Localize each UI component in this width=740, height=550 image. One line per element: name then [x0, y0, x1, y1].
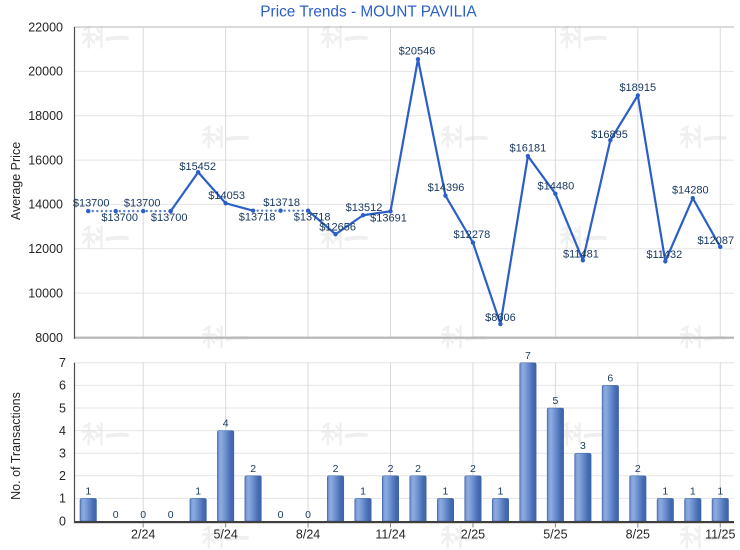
svg-text:1: 1 — [498, 485, 504, 497]
svg-text:$8606: $8606 — [485, 312, 516, 324]
svg-text:1: 1 — [85, 485, 91, 497]
svg-text:11/24: 11/24 — [375, 528, 405, 542]
svg-text:$13512: $13512 — [346, 202, 383, 214]
svg-text:$11432: $11432 — [646, 249, 682, 261]
svg-text:$13691: $13691 — [370, 212, 407, 224]
svg-text:1: 1 — [690, 485, 696, 497]
svg-text:4: 4 — [59, 424, 66, 438]
svg-text:22000: 22000 — [28, 20, 63, 34]
svg-text:0: 0 — [59, 514, 66, 528]
svg-text:$12656: $12656 — [319, 222, 356, 234]
svg-text:6: 6 — [607, 372, 613, 384]
svg-text:$18915: $18915 — [619, 82, 656, 94]
svg-text:1: 1 — [662, 485, 668, 497]
svg-text:5: 5 — [59, 401, 66, 415]
svg-text:2: 2 — [333, 463, 339, 475]
svg-text:11/25: 11/25 — [705, 528, 735, 542]
svg-text:Price Trends - MOUNT PAVILIA: Price Trends - MOUNT PAVILIA — [260, 4, 477, 21]
svg-text:$13700: $13700 — [151, 212, 188, 224]
svg-text:4: 4 — [223, 418, 229, 430]
svg-text:$14053: $14053 — [208, 190, 245, 202]
svg-text:$14280: $14280 — [672, 185, 709, 197]
svg-text:1: 1 — [360, 485, 366, 497]
svg-text:8000: 8000 — [35, 331, 63, 345]
svg-text:$12278: $12278 — [454, 229, 491, 241]
svg-text:5/25: 5/25 — [543, 528, 567, 542]
svg-text:6: 6 — [59, 379, 66, 393]
svg-text:0: 0 — [278, 509, 284, 521]
svg-text:$16181: $16181 — [510, 143, 547, 155]
svg-text:3: 3 — [580, 440, 586, 452]
svg-text:2/25: 2/25 — [461, 528, 485, 542]
svg-text:$20546: $20546 — [399, 46, 436, 58]
svg-text:0: 0 — [168, 509, 174, 521]
svg-text:1: 1 — [195, 485, 201, 497]
svg-text:5/24: 5/24 — [213, 528, 237, 542]
svg-text:$14396: $14396 — [428, 182, 465, 194]
svg-text:14000: 14000 — [28, 198, 63, 212]
svg-text:$13718: $13718 — [263, 197, 300, 209]
svg-text:8/24: 8/24 — [296, 528, 320, 542]
svg-text:$13718: $13718 — [294, 212, 331, 224]
svg-text:3: 3 — [59, 447, 66, 461]
svg-text:2/24: 2/24 — [131, 528, 155, 542]
svg-text:2: 2 — [470, 463, 476, 475]
svg-text:7: 7 — [59, 356, 66, 370]
svg-text:Average Price: Average Price — [9, 142, 23, 220]
svg-text:16000: 16000 — [28, 153, 63, 167]
svg-text:2: 2 — [415, 463, 421, 475]
svg-text:$11481: $11481 — [563, 249, 599, 261]
svg-text:8/25: 8/25 — [626, 528, 650, 542]
svg-text:0: 0 — [113, 509, 119, 521]
svg-text:No. of Transactions: No. of Transactions — [9, 392, 23, 500]
svg-text:$14480: $14480 — [538, 180, 575, 192]
svg-text:$13700: $13700 — [73, 198, 110, 210]
svg-text:10000: 10000 — [28, 286, 63, 300]
svg-text:7: 7 — [525, 350, 531, 362]
svg-text:$16895: $16895 — [591, 129, 628, 141]
svg-text:2: 2 — [59, 469, 66, 483]
svg-text:5: 5 — [552, 395, 558, 407]
svg-text:2: 2 — [250, 463, 256, 475]
svg-text:$13700: $13700 — [124, 198, 161, 210]
svg-text:1: 1 — [59, 492, 66, 506]
svg-text:2: 2 — [388, 463, 394, 475]
svg-text:$13718: $13718 — [239, 212, 276, 224]
svg-text:1: 1 — [717, 485, 723, 497]
svg-text:$15452: $15452 — [179, 161, 216, 173]
svg-text:20000: 20000 — [28, 65, 63, 79]
svg-text:18000: 18000 — [28, 109, 63, 123]
svg-text:2: 2 — [635, 463, 641, 475]
svg-text:$12087: $12087 — [697, 235, 734, 247]
svg-text:0: 0 — [305, 509, 311, 521]
svg-text:12000: 12000 — [28, 242, 63, 256]
svg-text:$13700: $13700 — [101, 212, 138, 224]
svg-text:1: 1 — [443, 485, 449, 497]
svg-text:0: 0 — [140, 509, 146, 521]
